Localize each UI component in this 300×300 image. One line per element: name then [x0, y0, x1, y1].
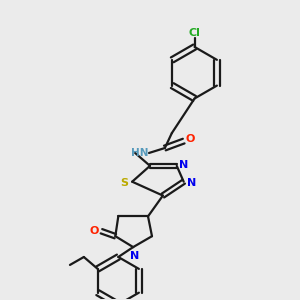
Text: N: N	[130, 251, 139, 261]
Text: O: O	[90, 226, 99, 236]
Text: N: N	[187, 178, 196, 188]
Text: O: O	[186, 134, 195, 144]
Text: Cl: Cl	[189, 28, 200, 38]
Text: N: N	[179, 160, 188, 170]
Text: HN: HN	[131, 148, 149, 158]
Text: S: S	[120, 178, 128, 188]
